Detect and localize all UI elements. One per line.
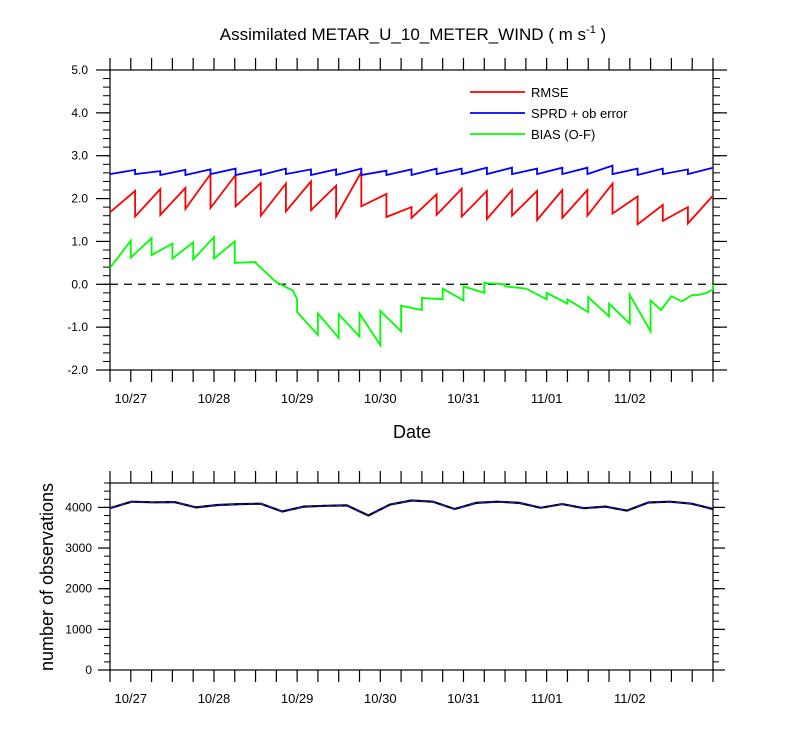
top-plot-panel: 10/27 10/28 10/29 10/30 10/31 11/01 11/02 -2.0 -… [67, 58, 727, 406]
top-ytick-label: 0.0 [71, 277, 88, 291]
legend-label: BIAS (O-F) [531, 127, 595, 142]
legend-label: SPRD + ob error [531, 106, 628, 121]
top-xtick-label: 10/30 [364, 391, 397, 406]
top-xtick-label: 11/01 [531, 391, 563, 406]
legend-label: RMSE [531, 85, 569, 100]
series-line-bias-o-f [109, 234, 714, 349]
bottom-xtick-label: 10/31 [447, 691, 480, 706]
top-ytick-label: 1.0 [71, 234, 88, 248]
x-axis-title: Date [393, 422, 431, 442]
top-ytick-label: -1.0 [67, 320, 88, 334]
chart-title: Assimilated METAR_U_10_METER_WIND ( m s-… [220, 24, 606, 44]
series-line-sprd-ob-error [109, 164, 714, 177]
bottom-ytick-label: 4000 [65, 500, 92, 514]
top-xtick-label: 10/28 [198, 391, 231, 406]
bottom-xtick-label: 11/02 [614, 691, 646, 706]
bottom-xtick-label: 11/01 [531, 691, 563, 706]
top-ytick-label: -2.0 [67, 363, 88, 377]
observations-line-blue [109, 499, 714, 517]
bottom-ytick-label: 0 [85, 663, 92, 677]
top-ytick-label: 2.0 [71, 192, 88, 206]
bottom-ytick-label: 3000 [65, 541, 92, 555]
observations-line-black [109, 499, 714, 517]
top-ytick-label: 5.0 [71, 63, 88, 77]
bottom-ytick-label: 2000 [65, 582, 92, 596]
y-axis-title-observations: number of observations [37, 483, 57, 671]
top-frame [109, 69, 714, 371]
bottom-xtick-label: 10/30 [364, 691, 397, 706]
bottom-xtick-label: 10/28 [198, 691, 231, 706]
series-line-rmse [109, 168, 714, 227]
top-xtick-label: 10/31 [447, 391, 480, 406]
bottom-frame [109, 482, 714, 671]
top-xtick-label: 10/27 [115, 391, 148, 406]
bottom-ytick-label: 1000 [65, 622, 92, 636]
top-xtick-label: 11/02 [614, 391, 646, 406]
bottom-xtick-label: 10/29 [281, 691, 314, 706]
bottom-plot-panel: 10/27 10/28 10/29 10/30 10/31 11/01 11/02 0 1000… [65, 471, 725, 706]
top-ytick-label: 3.0 [71, 149, 88, 163]
bottom-xtick-label: 10/27 [115, 691, 148, 706]
top-xtick-label: 10/29 [281, 391, 314, 406]
top-ytick-label: 4.0 [71, 106, 88, 120]
